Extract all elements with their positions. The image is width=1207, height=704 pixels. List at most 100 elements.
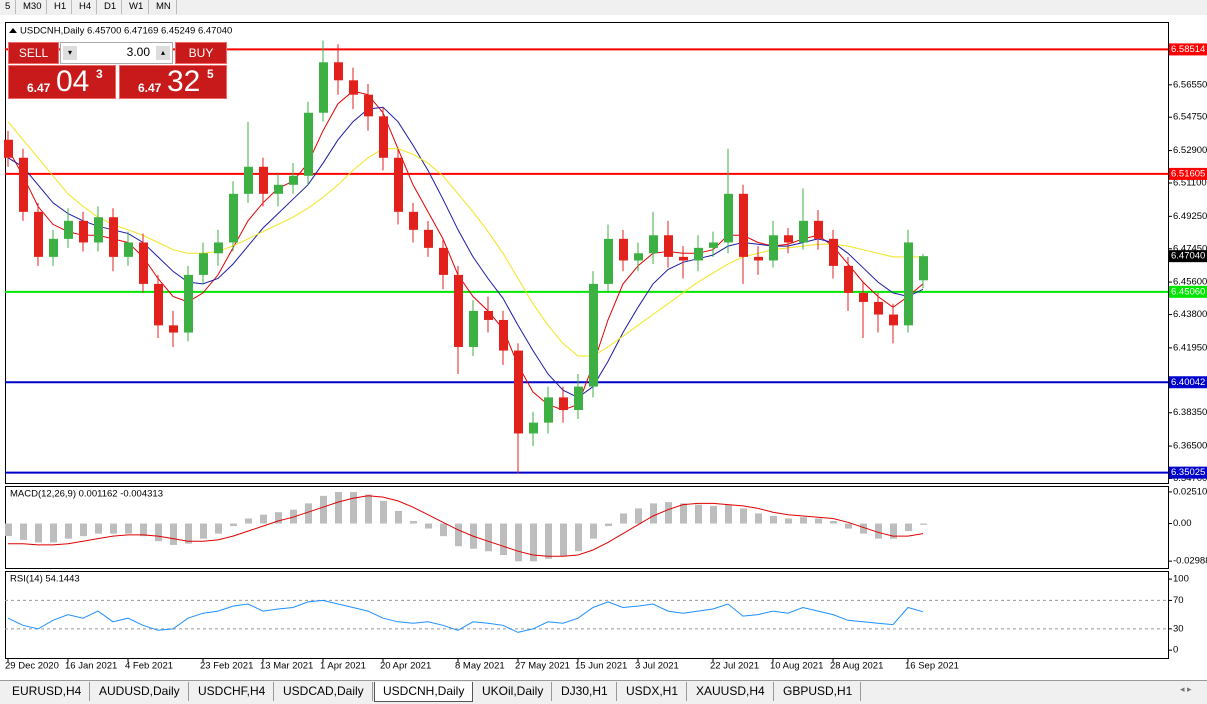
macd-bar: [905, 523, 912, 532]
symbol-tab[interactable]: USDCHF,H4: [190, 682, 275, 701]
rsi-panel: [5, 571, 1169, 659]
y-tick-label: 6.56550: [1173, 79, 1207, 90]
lot-value: 3.00: [126, 45, 150, 59]
macd-title: MACD(12,26,9) 0.001162 -0.004313: [10, 489, 163, 500]
macd-bar: [830, 521, 837, 524]
macd-bar: [500, 523, 507, 556]
symbol-tab[interactable]: USDCNH,Daily: [374, 682, 474, 702]
sell-button[interactable]: SELL: [8, 42, 59, 64]
macd-bar: [110, 523, 117, 534]
timeframe-button[interactable]: D1: [99, 0, 123, 14]
tab-bar: EURUSD,H4 AUDUSD,Daily USDCHF,H4 USDCAD,Dai…: [0, 680, 1207, 704]
bid-prefix: 6.47: [27, 81, 51, 95]
macd-bar: [890, 523, 897, 539]
candle-body: [109, 217, 118, 257]
candle-body: [574, 386, 583, 411]
buy-button[interactable]: BUY: [175, 42, 227, 64]
level-label-box: [1169, 43, 1207, 56]
macd-bar: [155, 523, 162, 542]
macd-bar: [230, 523, 237, 527]
y-tick-label: 6.52900: [1173, 145, 1207, 156]
candle-body: [439, 247, 448, 275]
macd-bar: [590, 523, 597, 539]
x-tick-label: 22 Jul 2021: [710, 661, 759, 672]
candle-body: [634, 253, 643, 261]
candle-body: [799, 220, 808, 243]
candle-body: [484, 310, 493, 320]
macd-bar: [800, 517, 807, 524]
tab-scroll[interactable]: ◂ ▸: [1180, 684, 1192, 694]
macd-bar: [545, 523, 552, 559]
y-tick-label: 6.43800: [1173, 309, 1207, 320]
candle-body: [889, 314, 898, 326]
candle-body: [544, 397, 553, 423]
symbol-tab[interactable]: USDCAD,Daily: [275, 682, 373, 701]
candle-body: [304, 112, 313, 176]
macd-bar: [725, 504, 732, 524]
macd-bar: [650, 503, 657, 524]
candle-body: [49, 238, 58, 257]
timeframe-button[interactable]: W1: [124, 0, 150, 14]
ask-prefix: 6.47: [138, 81, 162, 95]
symbol-tab[interactable]: UKOil,Daily: [474, 682, 553, 701]
macd-bar: [560, 523, 567, 557]
lot-down[interactable]: ▾: [63, 46, 77, 60]
candle-body: [769, 235, 778, 261]
timeframe-button[interactable]: 5: [0, 0, 17, 14]
macd-bar: [845, 523, 852, 529]
timeframe-button[interactable]: MN: [151, 0, 177, 14]
timeframe-button[interactable]: H4: [74, 0, 98, 14]
x-tick-label: 1 Apr 2021: [320, 661, 366, 672]
macd-bar: [740, 508, 747, 524]
candle-body: [454, 274, 463, 347]
macd-bar: [920, 523, 927, 525]
bid-price[interactable]: 6.47 04 3: [8, 65, 116, 99]
candle-body: [229, 193, 238, 243]
current-price-label: 6.47040: [1171, 251, 1205, 262]
candle-body: [199, 253, 208, 275]
candle-body: [619, 238, 628, 261]
y-tick-label: 30: [1173, 623, 1184, 634]
timeframe-button[interactable]: M30: [18, 0, 48, 14]
y-tick-label: 6.36500: [1173, 441, 1207, 452]
macd-bar: [380, 500, 387, 524]
symbol-tab[interactable]: USDX,H1: [618, 682, 688, 701]
candle-body: [394, 157, 403, 212]
y-tick-label: 6.47450: [1173, 243, 1207, 254]
candle-body: [64, 220, 73, 239]
level-label-box: [1169, 167, 1207, 180]
macd-bar: [635, 508, 642, 524]
x-tick-label: 16 Sep 2021: [905, 661, 959, 672]
symbol-tab[interactable]: AUDUSD,Daily: [91, 682, 189, 701]
macd-bar: [770, 515, 777, 524]
symbol-tab[interactable]: XAUUSD,H4: [688, 682, 774, 701]
ask-price[interactable]: 6.47 32 5: [119, 65, 227, 99]
collapse-icon[interactable]: [9, 28, 17, 33]
candle-body: [784, 235, 793, 243]
symbol-tab[interactable]: EURUSD,H4: [4, 682, 91, 701]
y-tick-label: 6.51100: [1173, 178, 1207, 189]
candle-body: [379, 116, 388, 158]
candle-body: [4, 139, 13, 158]
macd-bar: [350, 492, 357, 524]
symbol-tab[interactable]: DJ30,H1: [553, 682, 617, 701]
lot-field[interactable]: ▾ 3.00 ▴: [60, 42, 173, 64]
timeframe-button[interactable]: H1: [49, 0, 73, 14]
candle-body: [409, 211, 418, 230]
macd-bar: [695, 504, 702, 524]
candle-body: [679, 256, 688, 261]
macd-bar: [395, 510, 402, 524]
symbol-tab[interactable]: GBPUSD,H1: [775, 682, 862, 701]
candle-body: [259, 166, 268, 194]
candle-body: [364, 94, 373, 117]
rsi-line: [7, 599, 924, 633]
candle-body: [469, 310, 478, 347]
candle-body: [499, 319, 508, 351]
lot-up[interactable]: ▴: [156, 46, 170, 60]
x-tick-label: 29 Dec 2020: [5, 661, 59, 672]
candle-body: [694, 247, 703, 261]
candle-body: [604, 238, 613, 284]
macd-bar: [680, 503, 687, 524]
macd-bar: [860, 523, 867, 534]
